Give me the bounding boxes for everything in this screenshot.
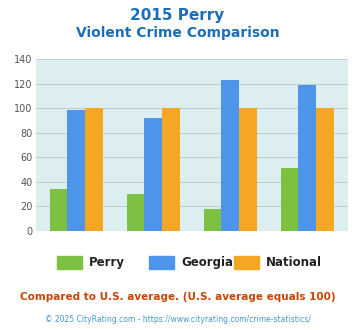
- Bar: [67, 110, 85, 231]
- Text: Perry: Perry: [89, 256, 125, 269]
- Text: Violent Crime Comparison: Violent Crime Comparison: [76, 26, 279, 40]
- Text: Compared to U.S. average. (U.S. average equals 100): Compared to U.S. average. (U.S. average …: [20, 292, 335, 302]
- Bar: [316, 109, 334, 231]
- Text: 2015 Perry: 2015 Perry: [130, 8, 225, 23]
- Bar: [85, 109, 103, 231]
- Bar: [221, 80, 239, 231]
- Bar: [280, 169, 298, 231]
- Text: National: National: [266, 256, 322, 269]
- Bar: [204, 209, 221, 231]
- Bar: [50, 189, 67, 231]
- Bar: [298, 85, 316, 231]
- Bar: [127, 194, 144, 231]
- Text: Georgia: Georgia: [181, 256, 233, 269]
- Text: © 2025 CityRating.com - https://www.cityrating.com/crime-statistics/: © 2025 CityRating.com - https://www.city…: [45, 315, 310, 324]
- Bar: [162, 109, 180, 231]
- Bar: [239, 109, 257, 231]
- Bar: [144, 118, 162, 231]
